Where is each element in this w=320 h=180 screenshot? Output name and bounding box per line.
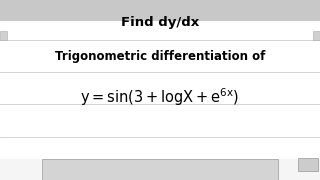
- Text: Trigonometric differentiation of: Trigonometric differentiation of: [55, 50, 265, 63]
- Bar: [313, 31, 320, 40]
- Bar: [0, 0, 320, 21]
- Text: $\mathsf{y = sin(3 + logX + e^{6x})}$: $\mathsf{y = sin(3 + logX + e^{6x})}$: [80, 86, 240, 108]
- Bar: [298, 158, 318, 171]
- Text: Find dy/dx: Find dy/dx: [121, 16, 199, 29]
- Bar: [0, 21, 320, 159]
- Bar: [42, 159, 278, 180]
- Bar: [0, 31, 7, 40]
